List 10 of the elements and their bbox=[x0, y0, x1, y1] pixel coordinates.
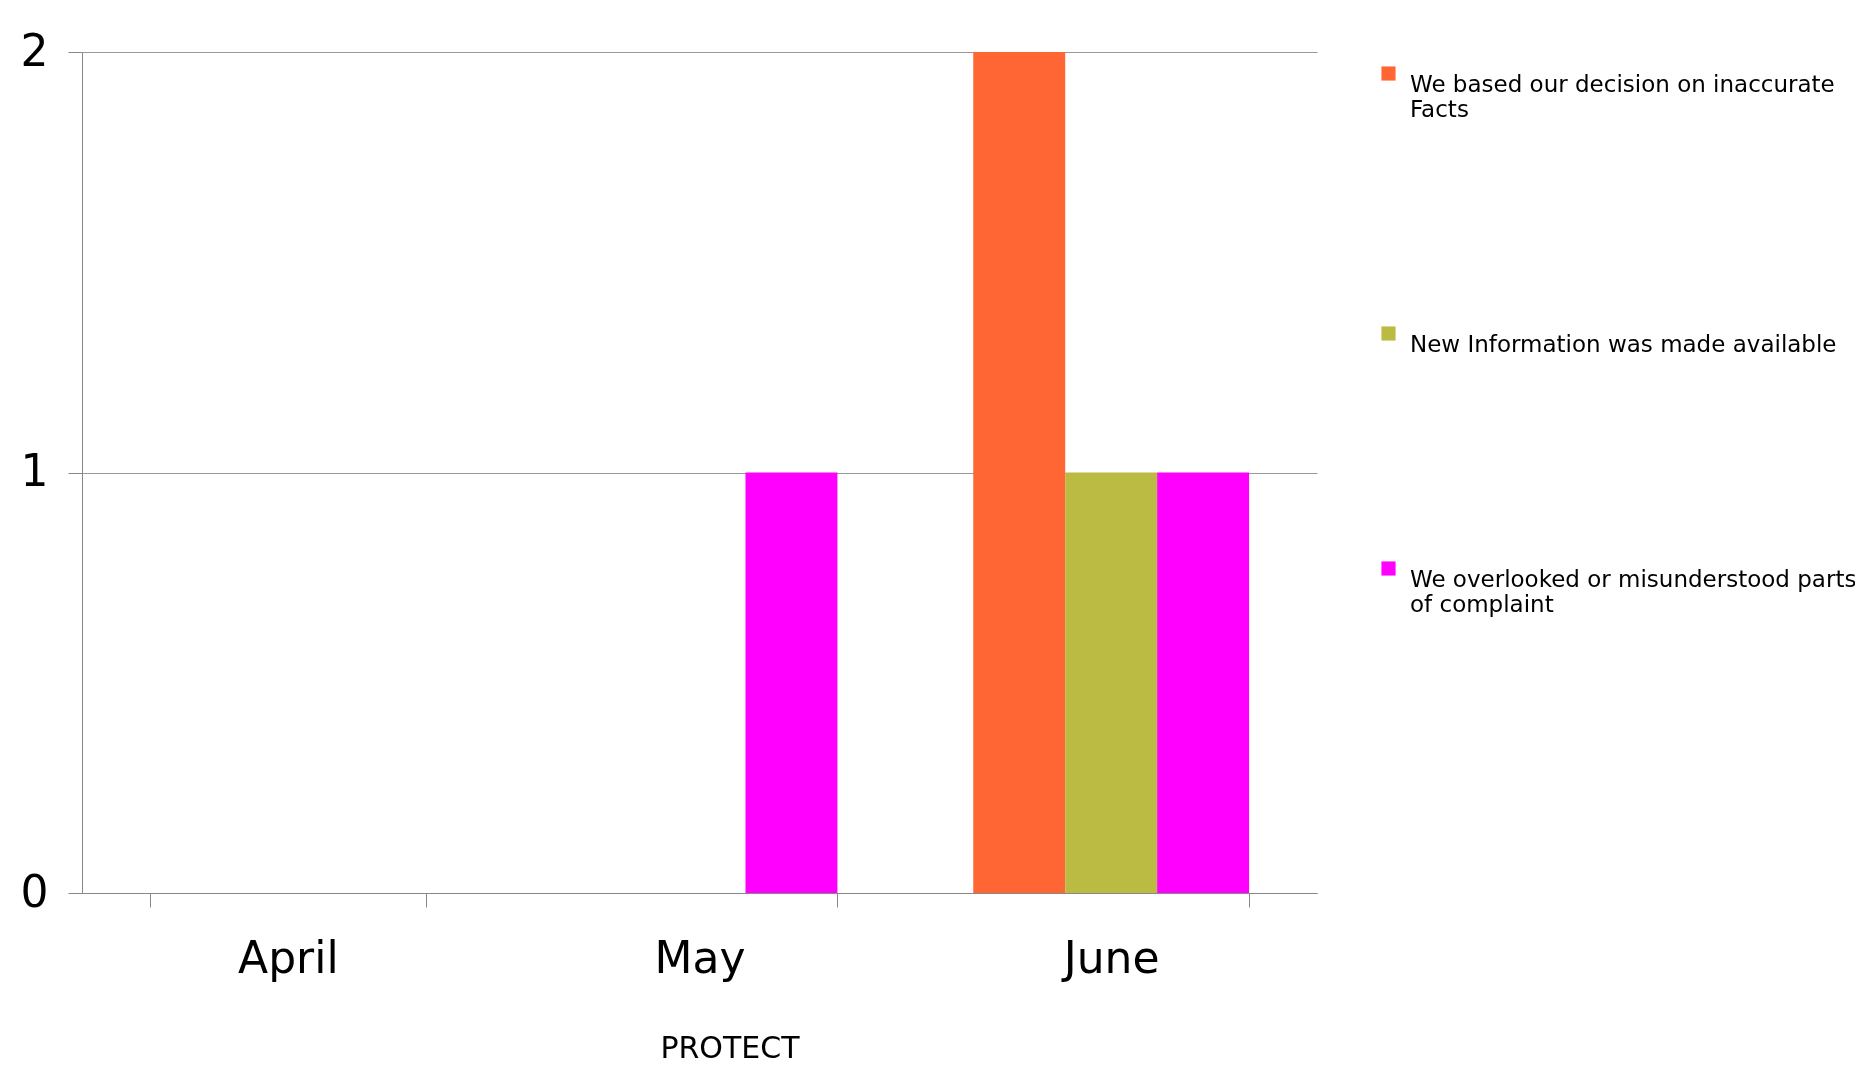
legend-label: New Information was made available bbox=[1410, 330, 1837, 357]
x-tick-label: May bbox=[654, 931, 746, 983]
y-tick-label: 0 bbox=[20, 865, 49, 917]
y-tick-label: 2 bbox=[20, 24, 49, 76]
legend-label: We based our decision on inaccurate Facts bbox=[1410, 70, 1835, 122]
legend-label: We overlooked or misunderstood parts of complaint bbox=[1410, 565, 1855, 617]
x-tick-label: April bbox=[238, 931, 339, 983]
x-tick-label: June bbox=[1060, 931, 1160, 983]
y-tick-label: 1 bbox=[20, 445, 49, 496]
text: PROTECT bbox=[659, 1030, 801, 1065]
